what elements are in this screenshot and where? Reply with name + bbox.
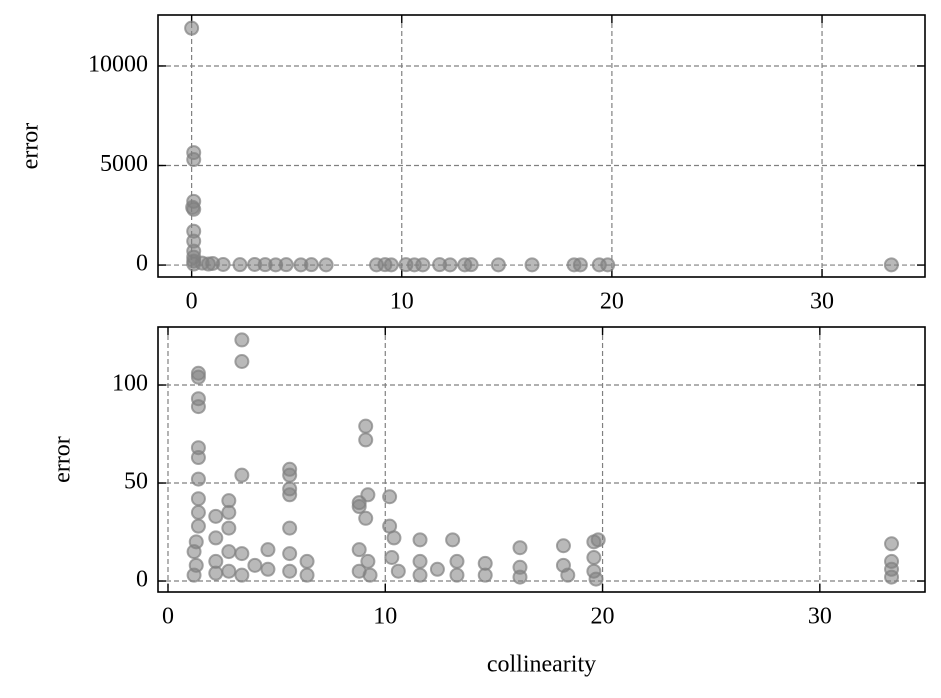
x-tick-label: 10 bbox=[373, 604, 397, 630]
point bbox=[299, 553, 315, 569]
point bbox=[186, 152, 202, 168]
point bbox=[382, 489, 398, 505]
point bbox=[190, 504, 206, 520]
point bbox=[415, 257, 431, 273]
y-tick-label: 0 bbox=[136, 251, 148, 277]
point bbox=[208, 508, 224, 524]
point bbox=[260, 561, 276, 577]
point bbox=[221, 563, 237, 579]
point bbox=[442, 257, 458, 273]
y-axis-label: error bbox=[50, 436, 76, 483]
point bbox=[383, 257, 399, 273]
point bbox=[208, 565, 224, 581]
point bbox=[358, 418, 374, 434]
y-tick-label: 10000 bbox=[88, 51, 148, 77]
point bbox=[360, 487, 376, 503]
point bbox=[234, 353, 250, 369]
point bbox=[600, 257, 616, 273]
y-tick-label: 0 bbox=[136, 567, 148, 593]
point bbox=[186, 201, 202, 217]
point bbox=[412, 567, 428, 583]
point bbox=[190, 471, 206, 487]
point bbox=[278, 257, 294, 273]
point bbox=[586, 550, 602, 566]
point bbox=[234, 546, 250, 562]
point bbox=[572, 257, 588, 273]
point bbox=[190, 399, 206, 415]
point bbox=[463, 257, 479, 273]
x-tick-label: 20 bbox=[600, 289, 624, 315]
x-tick-label: 30 bbox=[808, 604, 832, 630]
point bbox=[555, 538, 571, 554]
point bbox=[884, 569, 900, 585]
point bbox=[190, 450, 206, 466]
point bbox=[386, 530, 402, 546]
point bbox=[360, 553, 376, 569]
point bbox=[215, 256, 231, 272]
point bbox=[524, 257, 540, 273]
point bbox=[221, 544, 237, 560]
point bbox=[186, 567, 202, 583]
point bbox=[449, 553, 465, 569]
point bbox=[186, 544, 202, 560]
y-tick-label: 5000 bbox=[100, 151, 148, 177]
point bbox=[445, 532, 461, 548]
point bbox=[190, 491, 206, 507]
point bbox=[883, 257, 899, 273]
point bbox=[184, 20, 200, 36]
y-tick-label: 100 bbox=[112, 371, 148, 397]
point bbox=[358, 510, 374, 526]
plot-frame bbox=[157, 14, 926, 278]
point bbox=[190, 518, 206, 534]
point bbox=[221, 504, 237, 520]
point bbox=[190, 369, 206, 385]
point bbox=[590, 532, 606, 548]
point bbox=[282, 563, 298, 579]
point bbox=[412, 532, 428, 548]
point bbox=[282, 520, 298, 536]
point bbox=[282, 546, 298, 562]
point bbox=[449, 567, 465, 583]
point bbox=[384, 550, 400, 566]
point bbox=[318, 257, 334, 273]
point bbox=[282, 467, 298, 483]
point bbox=[362, 567, 378, 583]
point bbox=[358, 432, 374, 448]
y-tick-label: 50 bbox=[124, 469, 148, 495]
point bbox=[490, 257, 506, 273]
x-tick-label: 20 bbox=[591, 604, 615, 630]
x-axis-label: collinearity bbox=[487, 652, 596, 678]
x-tick-label: 0 bbox=[186, 289, 198, 315]
point bbox=[247, 557, 263, 573]
point bbox=[512, 540, 528, 556]
point bbox=[282, 487, 298, 503]
point bbox=[429, 561, 445, 577]
point bbox=[299, 567, 315, 583]
point bbox=[234, 467, 250, 483]
point bbox=[234, 567, 250, 583]
point bbox=[234, 332, 250, 348]
x-tick-label: 10 bbox=[390, 289, 414, 315]
y-axis-label: error bbox=[18, 123, 44, 170]
point bbox=[351, 499, 367, 515]
point bbox=[560, 567, 576, 583]
plot-frame bbox=[157, 326, 926, 593]
point bbox=[221, 520, 237, 536]
point bbox=[390, 563, 406, 579]
point bbox=[477, 567, 493, 583]
point bbox=[412, 553, 428, 569]
point bbox=[351, 542, 367, 558]
x-tick-label: 30 bbox=[810, 289, 834, 315]
point bbox=[208, 530, 224, 546]
x-tick-label: 0 bbox=[162, 604, 174, 630]
point bbox=[512, 569, 528, 585]
point bbox=[588, 571, 604, 587]
point bbox=[260, 542, 276, 558]
point bbox=[884, 536, 900, 552]
point bbox=[303, 257, 319, 273]
point bbox=[232, 257, 248, 273]
